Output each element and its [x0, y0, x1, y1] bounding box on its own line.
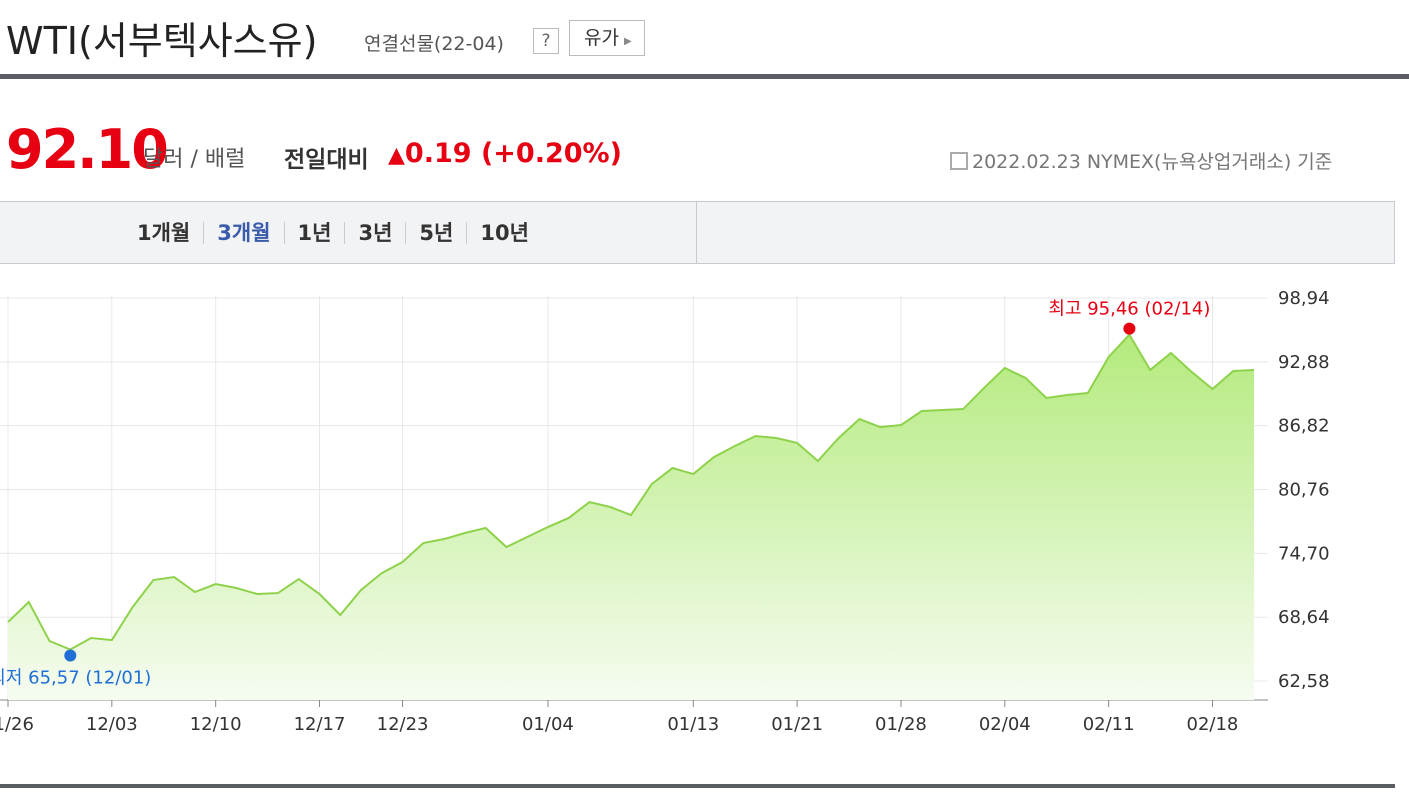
menu-button[interactable]: 유가 ▶: [569, 20, 645, 56]
tab[interactable]: 10년: [466, 222, 542, 244]
value-label: 최고 95,46 (02/14): [1048, 299, 1210, 320]
x-tick-label: 12/17: [294, 714, 346, 735]
tab-divider: [696, 202, 697, 263]
y-tick-label: 68,64: [1278, 607, 1330, 628]
x-tick-label: 02/11: [1083, 714, 1135, 735]
tab-bar: 1개월 3개월 1년 3년 5년 10년: [0, 201, 1395, 264]
tab[interactable]: 3년: [344, 222, 405, 244]
x-tick-label: 02/18: [1187, 714, 1239, 735]
y-tick-label: 92,88: [1278, 352, 1330, 373]
y-tick-label: 80,76: [1278, 480, 1330, 501]
y-tick-label: 86,82: [1278, 416, 1330, 437]
tab[interactable]: 1개월: [137, 221, 191, 245]
line: [7, 332, 1255, 651]
header-rule: [0, 74, 1409, 79]
tab[interactable]: 1년: [283, 222, 345, 244]
x-tick-label: 11/26: [0, 714, 34, 735]
high-marker: [1123, 322, 1136, 335]
x-tick-label: 01/13: [667, 714, 719, 735]
date-note-text: 2022.02.23 NYMEX(뉴욕상업거래소) 기준: [972, 151, 1333, 173]
footer-rule: [0, 784, 1395, 788]
date-note: 2022.02.23 NYMEX(뉴욕상업거래소) 기준: [950, 147, 1332, 174]
menu-arrow: ▶: [623, 36, 632, 47]
x-tick-label: 02/04: [979, 714, 1031, 735]
y-tick-label: 74,70: [1278, 543, 1330, 564]
change-label: 전일대비: [284, 147, 369, 173]
tabs: 1개월 3개월 1년 3년 5년 10년: [124, 222, 542, 244]
x-tick-label: 12/10: [190, 714, 242, 735]
x-tick-label: 01/04: [522, 714, 574, 735]
price-unit: 달러 / 배럴: [143, 147, 246, 172]
price: 92.10: [6, 118, 169, 181]
change-value: 0.19: [404, 138, 472, 169]
up-icon: ▲: [388, 143, 405, 168]
subtitle: 연결선물(22-04): [364, 33, 504, 55]
menu-button-label: 유가: [584, 27, 619, 49]
y-tick-label: 98,94: [1278, 288, 1330, 309]
x-tick-label: 12/23: [377, 714, 429, 735]
help-button[interactable]: ?: [533, 28, 559, 54]
x-tick-label: 01/28: [875, 714, 927, 735]
change-pct: (+0.20%): [480, 138, 622, 169]
tab[interactable]: 5년: [405, 222, 466, 244]
value-label: 최저 65,57 (12/01): [0, 668, 151, 689]
title: WTI(서부텍사스유): [6, 19, 318, 63]
y-tick-label: 62,58: [1278, 671, 1330, 692]
x-tick-label: 12/03: [86, 714, 138, 735]
calendar-icon: [950, 152, 968, 170]
tab-active[interactable]: 3개월: [203, 222, 283, 244]
area: [8, 334, 1254, 700]
x-tick-label: 01/21: [771, 714, 823, 735]
change: ▲0.19 (+0.20%): [388, 138, 622, 169]
low-marker: [64, 649, 77, 662]
